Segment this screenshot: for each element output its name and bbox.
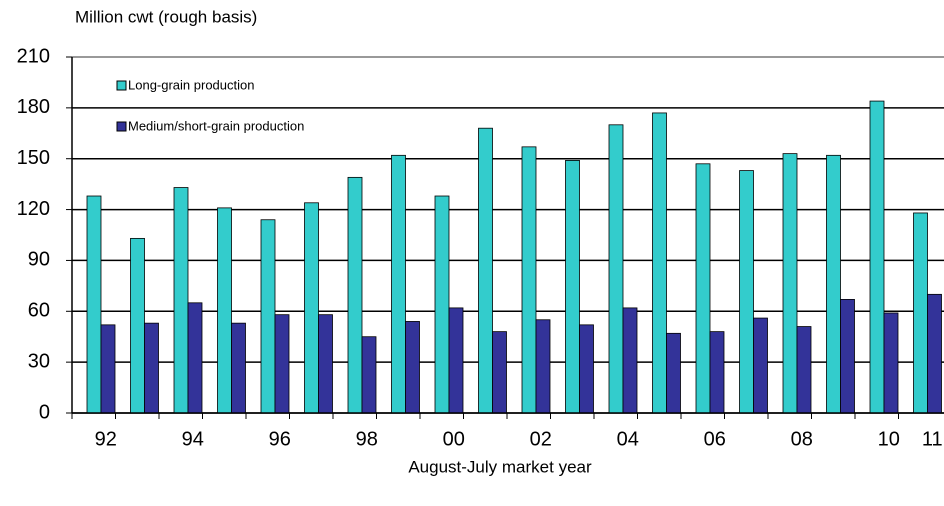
bar [709, 331, 725, 414]
x-tick-label: 94 [182, 428, 204, 450]
bar [318, 314, 333, 414]
x-tick-label: 08 [791, 428, 813, 450]
bar [565, 160, 580, 414]
x-tick-label: 02 [530, 428, 552, 450]
bar [217, 207, 232, 414]
bar [652, 112, 667, 414]
y-tick-label: 210 [17, 45, 50, 67]
bar [622, 307, 638, 414]
bar [304, 202, 319, 414]
bar [274, 314, 290, 414]
bar [840, 299, 855, 414]
bar [782, 153, 798, 414]
bar [826, 154, 841, 414]
bar [796, 326, 812, 414]
y-tick-label: 120 [17, 198, 50, 220]
x-tick-label: 11 [922, 428, 943, 450]
bar [391, 154, 406, 414]
bar [448, 307, 464, 414]
legend-label: Medium/short-grain production [128, 118, 304, 133]
bar [913, 212, 928, 414]
bar [666, 332, 681, 414]
x-tick-label: 00 [443, 428, 465, 450]
bar [361, 336, 377, 414]
y-tick-label: 30 [28, 350, 50, 372]
bar [579, 324, 594, 414]
bar [492, 331, 507, 414]
bar [405, 321, 420, 414]
y-tick-label: 0 [39, 401, 50, 423]
bar [695, 163, 711, 414]
bar [608, 124, 624, 414]
bar [927, 293, 942, 414]
bar [144, 322, 159, 414]
bar [130, 237, 145, 414]
legend-label: Long-grain production [128, 77, 254, 92]
x-tick-label: 98 [356, 428, 378, 450]
bar [173, 187, 189, 414]
y-tick-label: 150 [17, 147, 50, 169]
y-tick-label: 90 [28, 249, 50, 271]
x-tick-label: 04 [617, 428, 639, 450]
bar [347, 176, 363, 414]
bar [86, 195, 102, 414]
bar [434, 195, 450, 414]
y-tick-label: 60 [28, 300, 50, 322]
bar [260, 219, 276, 414]
bar [869, 100, 885, 414]
x-axis-title: August-July market year [408, 457, 592, 476]
bar [739, 170, 754, 414]
bar [883, 312, 899, 414]
bar [187, 302, 203, 414]
bar [753, 317, 768, 414]
x-tick-label: 96 [269, 428, 291, 450]
y-tick-label: 180 [17, 96, 50, 118]
x-tick-label: 10 [878, 428, 900, 450]
legend-swatch [116, 121, 127, 132]
bar [535, 319, 551, 414]
bar [100, 324, 116, 414]
y-axis-title: Million cwt (rough basis) [75, 7, 257, 26]
legend-swatch [116, 80, 127, 91]
bar [231, 322, 246, 414]
bar [478, 127, 493, 414]
x-tick-label: 92 [95, 428, 117, 450]
x-tick-label: 06 [704, 428, 726, 450]
bar [521, 146, 537, 414]
